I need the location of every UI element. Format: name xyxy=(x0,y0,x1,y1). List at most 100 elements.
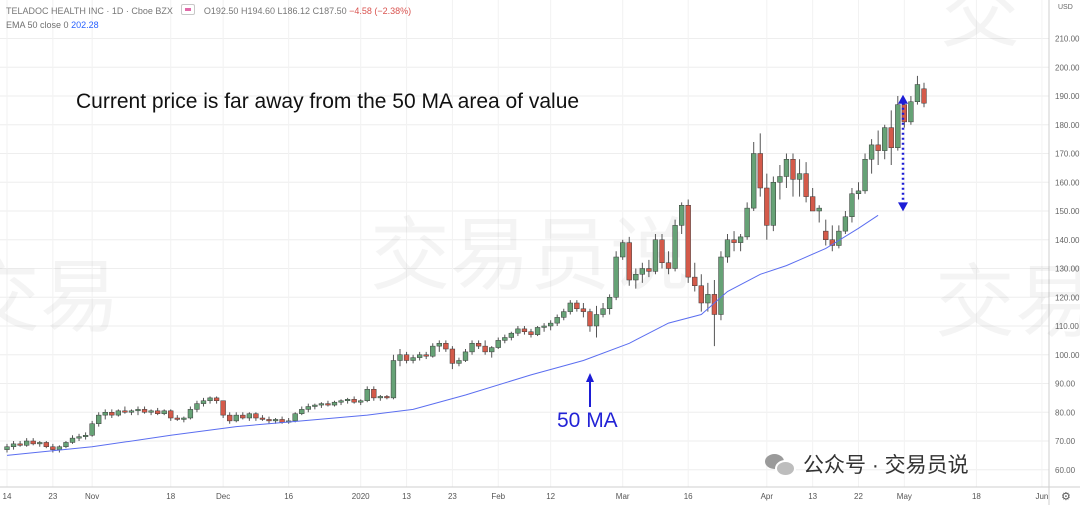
candle-body[interactable] xyxy=(908,101,914,123)
ema-indicator-label[interactable]: EMA 50 close 0 xyxy=(6,20,69,30)
candle-body[interactable] xyxy=(659,239,665,263)
candle-body[interactable] xyxy=(128,410,135,413)
candle-body[interactable] xyxy=(613,256,619,298)
candle-body[interactable] xyxy=(443,343,449,350)
candle-body[interactable] xyxy=(502,337,508,341)
candle-body[interactable] xyxy=(187,409,194,419)
candle-body[interactable] xyxy=(600,308,606,315)
candle-body[interactable] xyxy=(783,159,790,177)
candle-body[interactable] xyxy=(325,403,331,406)
settings-swatch-icon[interactable] xyxy=(181,4,196,15)
candle-body[interactable] xyxy=(626,242,632,281)
candle-body[interactable] xyxy=(89,423,95,436)
candle-body[interactable] xyxy=(384,396,390,399)
candle-body[interactable] xyxy=(174,417,180,420)
candle-body[interactable] xyxy=(76,436,82,439)
candle-body[interactable] xyxy=(751,153,757,209)
candle-body[interactable] xyxy=(757,153,763,189)
candle-body[interactable] xyxy=(777,176,783,183)
candle-body[interactable] xyxy=(194,403,200,410)
candle-body[interactable] xyxy=(652,239,659,272)
gear-icon[interactable]: ⚙ xyxy=(1061,491,1071,503)
candle-body[interactable] xyxy=(200,400,207,404)
candle-body[interactable] xyxy=(724,239,731,258)
candle-body[interactable] xyxy=(456,360,462,364)
candle-body[interactable] xyxy=(364,389,370,401)
candle-body[interactable] xyxy=(410,357,416,361)
candle-body[interactable] xyxy=(528,331,534,335)
candle-body[interactable] xyxy=(69,437,76,443)
candle-body[interactable] xyxy=(462,351,469,361)
candle-body[interactable] xyxy=(43,442,49,447)
candle-body[interactable] xyxy=(30,440,36,445)
candle-body[interactable] xyxy=(266,419,272,422)
candle-body[interactable] xyxy=(17,443,23,446)
candle-body[interactable] xyxy=(390,360,397,399)
candle-body[interactable] xyxy=(574,302,580,309)
candle-body[interactable] xyxy=(587,311,593,327)
candle-body[interactable] xyxy=(56,446,63,450)
candle-body[interactable] xyxy=(849,193,855,217)
candle-body[interactable] xyxy=(403,354,410,361)
candle-body[interactable] xyxy=(816,207,822,212)
candle-body[interactable] xyxy=(181,417,187,420)
candle-body[interactable] xyxy=(679,205,685,226)
candle-body[interactable] xyxy=(227,414,233,422)
candle-body[interactable] xyxy=(580,308,587,312)
candle-body[interactable] xyxy=(423,354,429,357)
candle-body[interactable] xyxy=(24,440,30,446)
candle-body[interactable] xyxy=(115,410,121,416)
candle-body[interactable] xyxy=(489,347,495,353)
candle-body[interactable] xyxy=(921,88,927,104)
candle-body[interactable] xyxy=(685,205,691,278)
candle-body[interactable] xyxy=(593,314,600,327)
candle-body[interactable] xyxy=(220,400,226,416)
candle-body[interactable] xyxy=(148,410,154,413)
candle-body[interactable] xyxy=(135,409,141,412)
candle-body[interactable] xyxy=(914,84,921,102)
candle-body[interactable] xyxy=(855,190,862,194)
candle-body[interactable] xyxy=(351,399,357,403)
candle-body[interactable] xyxy=(711,294,718,315)
candle-body[interactable] xyxy=(102,412,108,416)
candle-body[interactable] xyxy=(344,399,351,401)
candle-body[interactable] xyxy=(790,159,796,180)
candle-body[interactable] xyxy=(82,435,89,437)
candle-body[interactable] xyxy=(875,144,881,151)
candle-body[interactable] xyxy=(633,274,639,281)
candle-body[interactable] xyxy=(377,396,384,399)
candle-body[interactable] xyxy=(842,216,849,232)
candle-body[interactable] xyxy=(521,328,528,332)
candle-body[interactable] xyxy=(417,354,423,358)
candle-body[interactable] xyxy=(430,345,436,357)
candle-body[interactable] xyxy=(764,187,770,226)
candle-body[interactable] xyxy=(213,397,220,401)
candle-body[interactable] xyxy=(246,413,252,419)
candle-body[interactable] xyxy=(515,328,521,334)
candle-body[interactable] xyxy=(882,127,888,151)
candle-body[interactable] xyxy=(665,262,672,269)
candle-body[interactable] xyxy=(96,414,102,424)
candle-body[interactable] xyxy=(397,354,403,361)
candle-body[interactable] xyxy=(469,343,475,353)
candle-body[interactable] xyxy=(50,446,56,450)
candle-body[interactable] xyxy=(548,322,554,327)
candle-body[interactable] xyxy=(534,327,541,335)
candle-body[interactable] xyxy=(554,317,560,324)
candle-body[interactable] xyxy=(541,325,547,328)
candle-body[interactable] xyxy=(338,400,344,403)
candle-body[interactable] xyxy=(155,410,161,414)
candle-body[interactable] xyxy=(122,410,128,413)
candle-body[interactable] xyxy=(737,236,744,243)
candle-body[interactable] xyxy=(646,268,652,272)
candle-body[interactable] xyxy=(567,302,573,312)
candle-body[interactable] xyxy=(731,239,737,243)
candle-body[interactable] xyxy=(63,442,69,447)
candle-body[interactable] xyxy=(358,400,364,403)
candle-body[interactable] xyxy=(436,343,442,347)
candle-body[interactable] xyxy=(895,104,901,148)
candle-body[interactable] xyxy=(4,446,10,450)
candle-body[interactable] xyxy=(312,404,318,407)
candle-body[interactable] xyxy=(698,285,704,304)
